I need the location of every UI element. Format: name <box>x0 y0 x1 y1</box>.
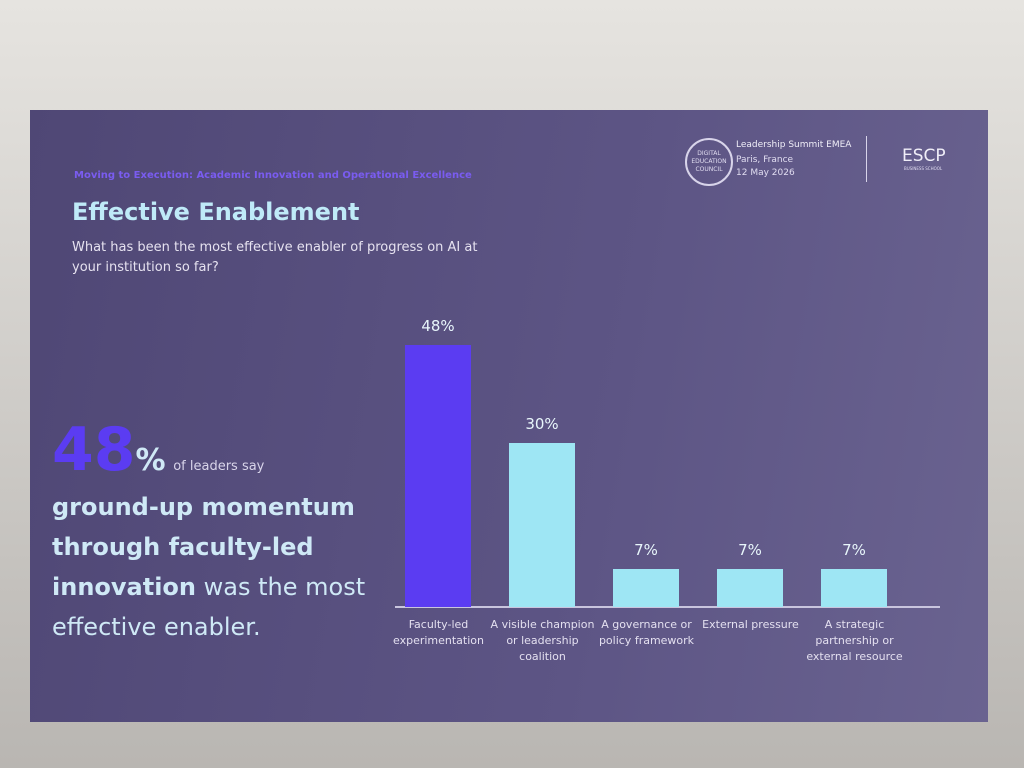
callout-unit: % <box>135 443 166 478</box>
event-place: Paris, France <box>736 155 794 165</box>
callout-number: 48 <box>52 415 136 485</box>
school-subtitle: BUSINESS SCHOOL <box>904 166 943 171</box>
bar <box>821 568 887 607</box>
slide: Moving to Execution: Academic Innovation… <box>30 110 988 722</box>
bar <box>613 568 679 607</box>
question: What has been the most effective enabler… <box>72 240 478 275</box>
kicker: Moving to Execution: Academic Innovation… <box>74 170 472 181</box>
value-label: 7% <box>842 540 866 559</box>
category-label: External pressure <box>702 618 799 631</box>
value-label: 48% <box>421 317 455 335</box>
separator <box>866 136 867 182</box>
school-logo: ESCP <box>902 146 946 166</box>
category-label: A visible champion or leadership coaliti… <box>490 618 595 663</box>
callout-rest: was the most effective enabler. <box>52 573 366 641</box>
callout-emphasis: ground-up momentum through faculty-led i… <box>52 493 355 601</box>
category-label: Faculty-led experimentation <box>393 618 484 647</box>
event-name: Leadership Summit EMEA <box>736 140 852 150</box>
category-label: A strategic partnership or external reso… <box>806 618 903 663</box>
title: Effective Enablement <box>72 198 360 226</box>
value-label: 7% <box>738 540 762 559</box>
value-label: 30% <box>525 415 559 434</box>
bar <box>405 345 471 607</box>
value-label: 7% <box>634 540 658 559</box>
event-date: 12 May 2026 <box>736 168 795 178</box>
council-logo: DIGITAL EDUCATION COUNCIL <box>685 138 733 186</box>
baseline <box>395 606 940 608</box>
bar <box>509 443 575 607</box>
callout: 48% of leaders say ground-up momentum th… <box>52 420 392 647</box>
category-label: A governance or policy framework <box>598 618 695 647</box>
callout-lead: of leaders say <box>173 459 265 474</box>
bar <box>717 568 783 607</box>
